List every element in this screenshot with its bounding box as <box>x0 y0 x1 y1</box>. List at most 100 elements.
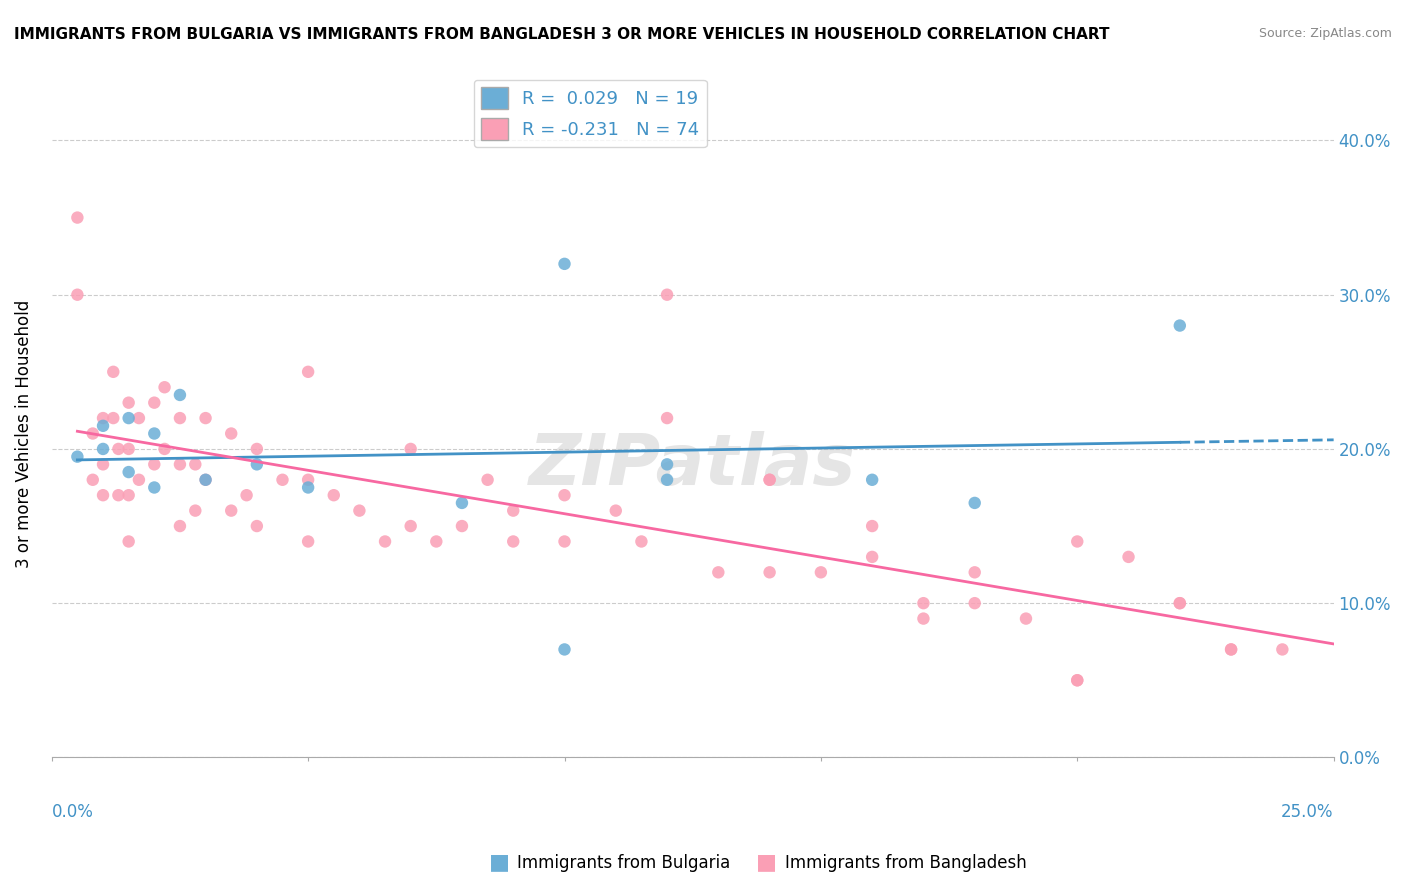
Point <box>374 534 396 549</box>
Point <box>169 388 191 402</box>
Point <box>963 596 986 610</box>
Point <box>169 411 191 425</box>
Point <box>219 503 242 517</box>
Text: 0.0%: 0.0% <box>52 803 94 821</box>
Point <box>860 473 883 487</box>
Point <box>758 473 780 487</box>
Point <box>297 534 319 549</box>
Point <box>143 426 166 441</box>
Point <box>1271 642 1294 657</box>
Point <box>963 566 986 580</box>
Point <box>184 458 207 472</box>
Point <box>1015 611 1038 625</box>
Point <box>502 503 524 517</box>
Point <box>1168 318 1191 333</box>
Point <box>297 473 319 487</box>
Point <box>502 534 524 549</box>
Point <box>194 473 217 487</box>
Point <box>118 465 141 479</box>
Point <box>912 611 935 625</box>
Point <box>66 287 89 301</box>
Point <box>143 458 166 472</box>
Point <box>246 458 269 472</box>
Point <box>1066 673 1088 688</box>
Point <box>246 442 269 456</box>
Point <box>605 503 627 517</box>
Point <box>91 411 114 425</box>
Point <box>707 566 730 580</box>
Point <box>758 566 780 580</box>
Point <box>82 473 104 487</box>
Point <box>91 442 114 456</box>
Point <box>1168 596 1191 610</box>
Point <box>655 473 678 487</box>
Point <box>118 442 141 456</box>
Point <box>91 458 114 472</box>
Text: Immigrants from Bulgaria: Immigrants from Bulgaria <box>517 854 731 871</box>
Point <box>66 450 89 464</box>
Point <box>1066 673 1088 688</box>
Point <box>553 488 575 502</box>
Point <box>128 473 150 487</box>
Point <box>425 534 447 549</box>
Point <box>553 534 575 549</box>
Point <box>118 534 141 549</box>
Point <box>1168 596 1191 610</box>
Point <box>912 596 935 610</box>
Point <box>219 426 242 441</box>
Text: IMMIGRANTS FROM BULGARIA VS IMMIGRANTS FROM BANGLADESH 3 OR MORE VEHICLES IN HOU: IMMIGRANTS FROM BULGARIA VS IMMIGRANTS F… <box>14 27 1109 42</box>
Point <box>153 442 176 456</box>
Y-axis label: 3 or more Vehicles in Household: 3 or more Vehicles in Household <box>15 300 32 567</box>
Point <box>1066 534 1088 549</box>
Point <box>963 496 986 510</box>
Point <box>169 458 191 472</box>
Point <box>169 519 191 533</box>
Point <box>118 411 141 425</box>
Point <box>107 442 129 456</box>
Point <box>860 519 883 533</box>
Point <box>107 488 129 502</box>
Point <box>153 380 176 394</box>
Point <box>655 411 678 425</box>
Point <box>194 473 217 487</box>
Point <box>399 519 422 533</box>
Point <box>1118 549 1140 564</box>
Point <box>118 395 141 409</box>
Point <box>297 365 319 379</box>
Point <box>271 473 294 487</box>
Point <box>630 534 652 549</box>
Text: ■: ■ <box>489 853 509 872</box>
Point <box>91 418 114 433</box>
Point <box>103 365 125 379</box>
Point <box>451 496 474 510</box>
Point <box>91 488 114 502</box>
Point <box>322 488 344 502</box>
Point <box>82 426 104 441</box>
Point <box>143 481 166 495</box>
Point <box>399 442 422 456</box>
Text: Source: ZipAtlas.com: Source: ZipAtlas.com <box>1258 27 1392 40</box>
Point <box>553 642 575 657</box>
Point <box>1220 642 1243 657</box>
Point <box>103 411 125 425</box>
Point <box>143 395 166 409</box>
Point <box>451 519 474 533</box>
Text: 25.0%: 25.0% <box>1281 803 1334 821</box>
Legend: R =  0.029   N = 19, R = -0.231   N = 74: R = 0.029 N = 19, R = -0.231 N = 74 <box>474 79 707 147</box>
Point <box>860 549 883 564</box>
Point <box>553 257 575 271</box>
Point <box>477 473 499 487</box>
Point <box>655 458 678 472</box>
Text: ZIPatlas: ZIPatlas <box>529 432 856 500</box>
Point <box>184 503 207 517</box>
Point <box>66 211 89 225</box>
Text: ■: ■ <box>756 853 776 872</box>
Point <box>194 411 217 425</box>
Point <box>235 488 257 502</box>
Point <box>118 488 141 502</box>
Point <box>349 503 371 517</box>
Text: Immigrants from Bangladesh: Immigrants from Bangladesh <box>785 854 1026 871</box>
Point <box>246 519 269 533</box>
Point <box>297 481 319 495</box>
Point <box>128 411 150 425</box>
